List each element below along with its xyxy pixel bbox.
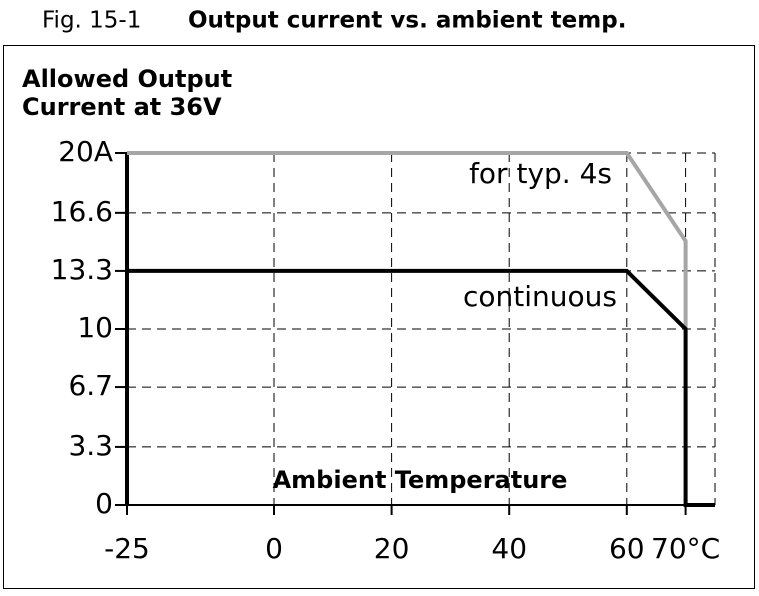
y-axis-label: Current at 36V xyxy=(22,93,222,121)
x-tick-label: 40 xyxy=(491,532,527,565)
y-axis-label: Allowed Output xyxy=(22,65,232,93)
x-tick-label: 0 xyxy=(265,532,283,565)
caption-label: Fig. 15-1 xyxy=(42,8,141,34)
data-line xyxy=(127,268,715,507)
y-tick-label: 3.3 xyxy=(68,429,113,462)
y-tick-label: 0 xyxy=(95,487,113,520)
y-tick-label: 10 xyxy=(77,311,113,344)
x-tick-label: 20 xyxy=(374,532,410,565)
frame xyxy=(3,45,755,589)
x-tick-label: 70°C xyxy=(651,532,720,565)
y-tick-label: 16.6 xyxy=(51,195,113,228)
x-tick-label: -25 xyxy=(104,532,150,565)
x-tick-label: 60 xyxy=(609,532,645,565)
y-tick-label: 13.3 xyxy=(51,253,113,286)
series-label: for typ. 4s xyxy=(469,157,612,190)
y-tick-label: 20A xyxy=(58,135,113,168)
series-label: continuous xyxy=(463,280,617,313)
chart-title: Output current vs. ambient temp. xyxy=(188,8,626,34)
data-line xyxy=(127,151,688,329)
x-axis-label: Ambient Temperature xyxy=(273,466,568,494)
y-tick-label: 6.7 xyxy=(68,369,113,402)
